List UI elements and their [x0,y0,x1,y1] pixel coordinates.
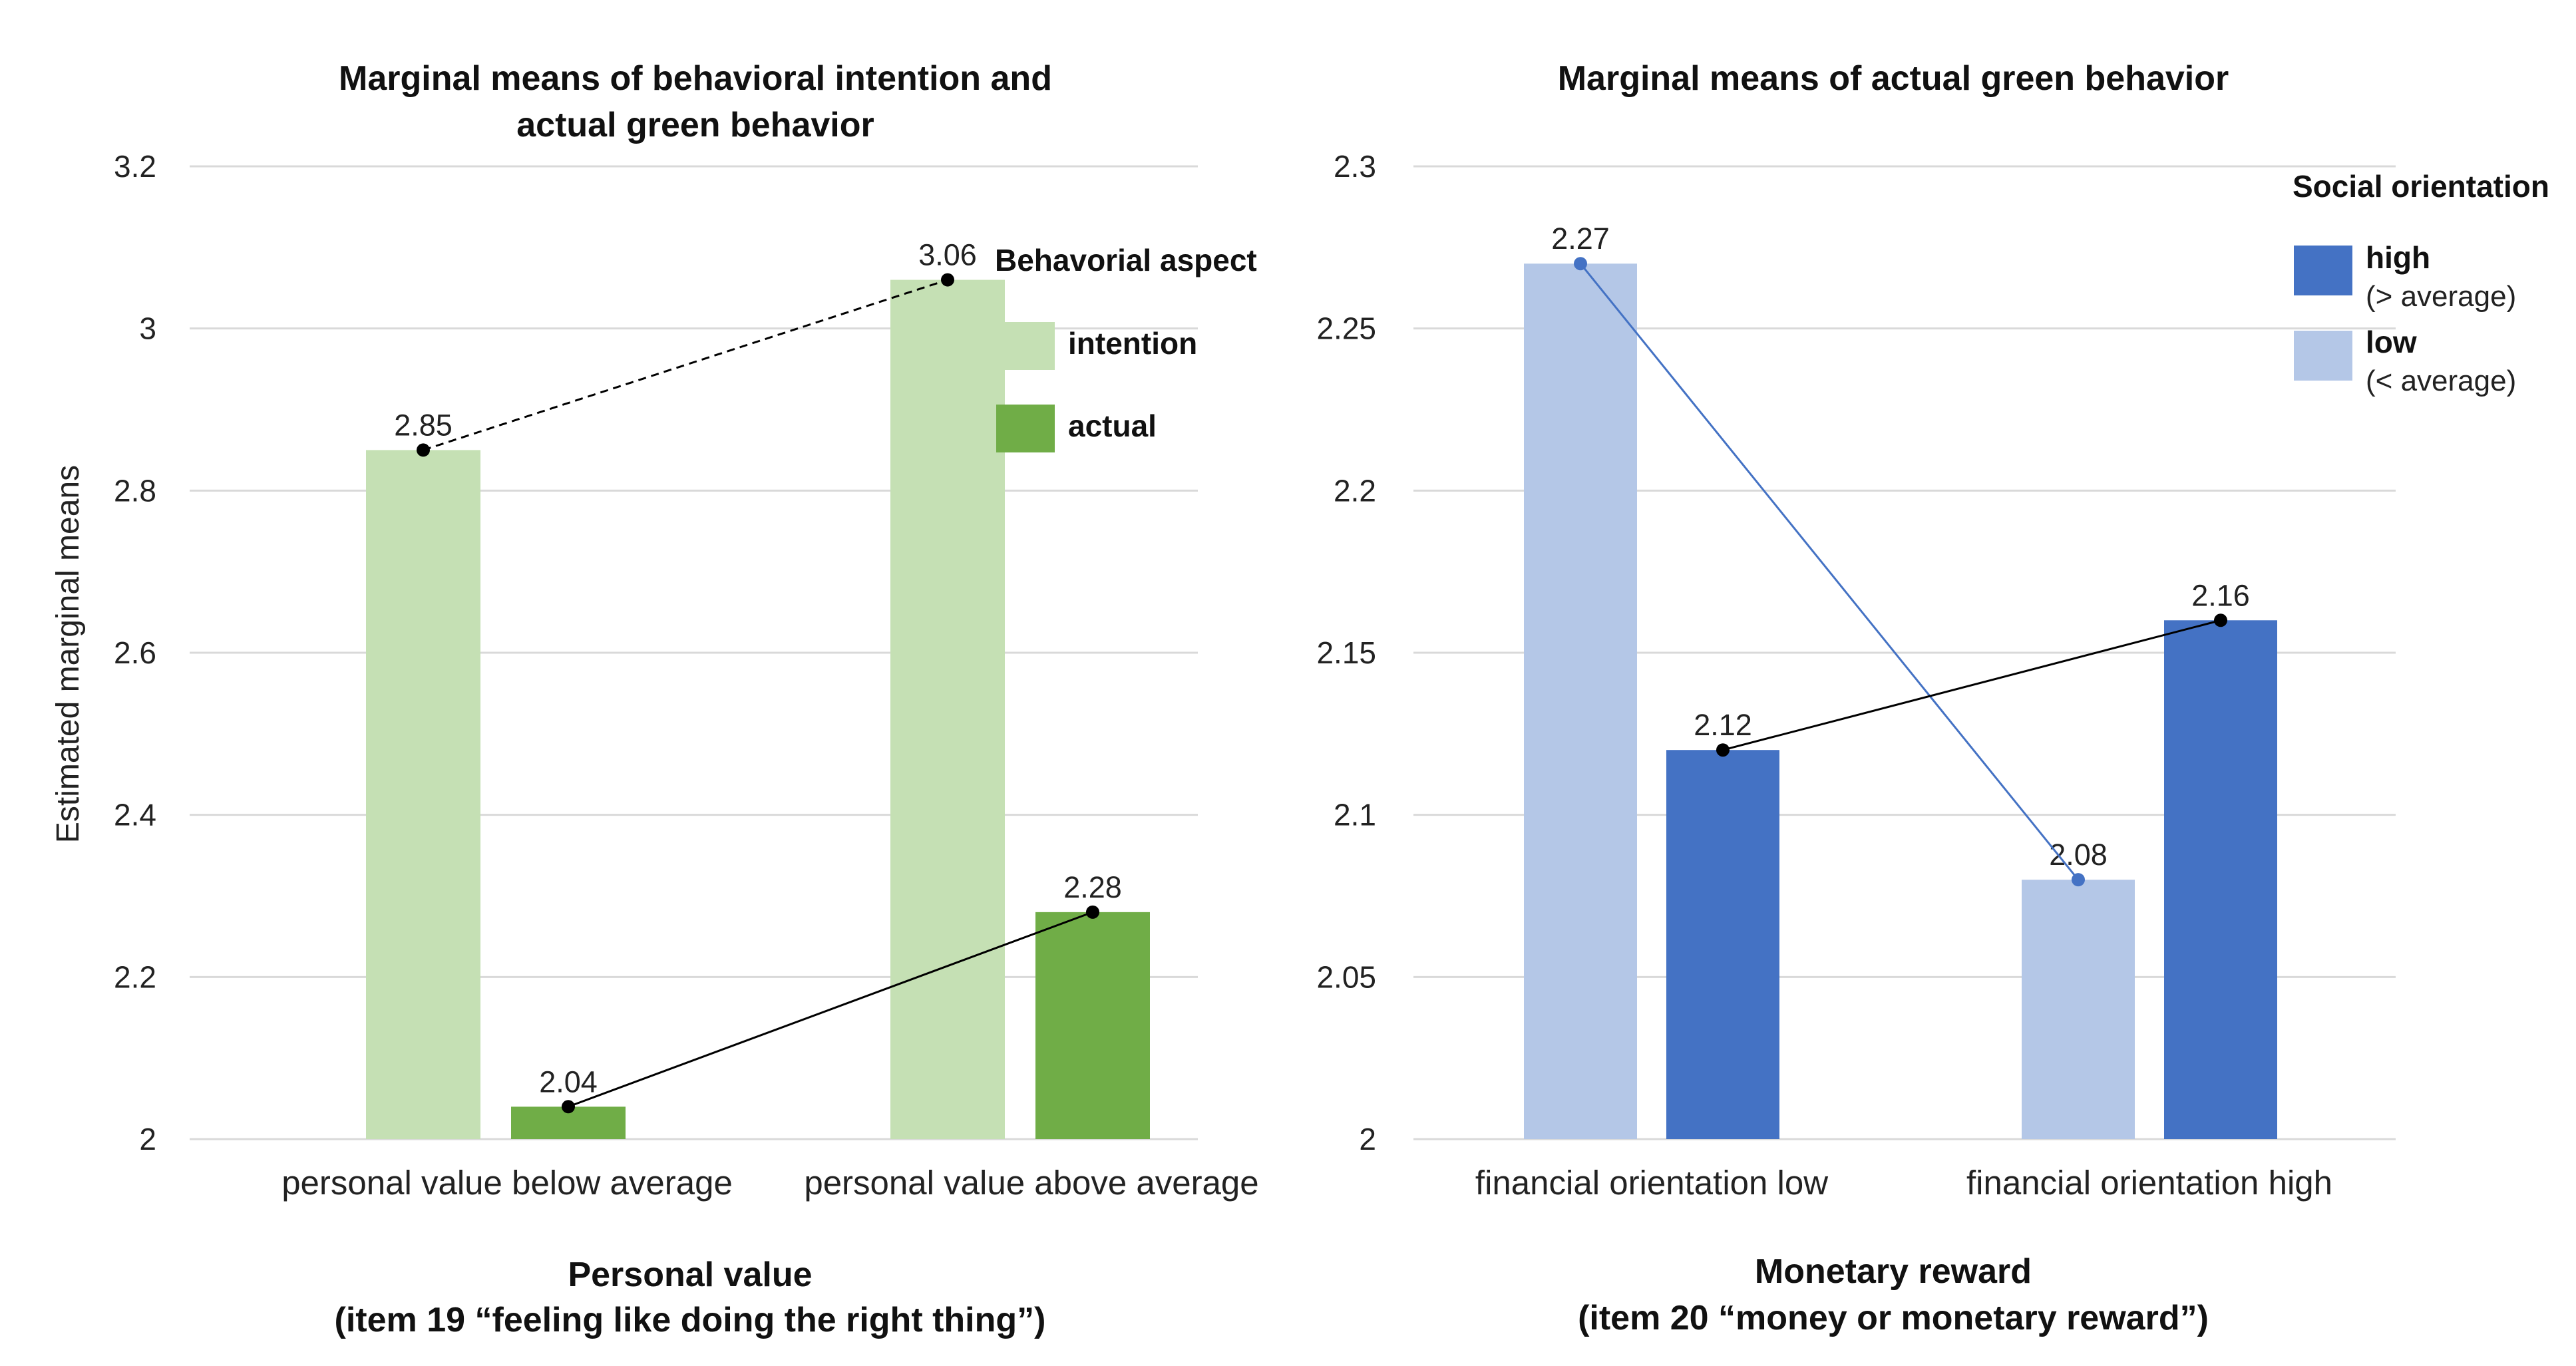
bar-actual-1 [1035,912,1150,1139]
legend-title: Behavorial aspect [995,243,1257,277]
legend-label-actual: actual [1068,409,1157,443]
y-tick-label: 2.8 [114,473,156,508]
bar-low-1 [2022,880,2135,1139]
x-category-label: personal value below average [281,1164,733,1202]
legend-swatch-high [2294,246,2352,295]
data-label: 2.04 [539,1065,598,1099]
chart-title: Marginal means of behavioral intention a… [339,59,1052,98]
marker-actual [1086,905,1099,919]
marker-low [1574,257,1587,271]
y-tick-label: 2 [1359,1122,1376,1156]
y-tick-label: 2.3 [1334,149,1376,184]
connector-line-intention [423,279,948,451]
data-label: 2.28 [1063,870,1122,904]
y-tick-label: 2.4 [114,798,156,832]
legend-label-low: low [2366,325,2417,359]
data-label: 2.27 [1551,222,1610,256]
data-label: 3.06 [918,238,977,272]
chart-title: actual green behavior [516,106,874,144]
x-axis-title: (item 19 “feeling like doing the right t… [335,1301,1046,1339]
x-axis-title: Personal value [568,1256,812,1294]
marker-actual [562,1100,575,1114]
legend-swatch-intention [996,322,1055,370]
chart-actual-green-behavior: 2 2.05 2.1 2.15 2.2 2.25 2.3 Marginal means of … [1316,59,2549,1337]
legend-swatch-actual [996,405,1055,452]
bar-intention-1 [890,279,1005,1140]
legend-swatch-low [2294,331,2352,381]
y-axis-title: Estimated marginal means [51,465,86,843]
x-axis-title: (item 20 “money or monetary reward”) [1578,1299,2209,1337]
marker-high [1716,743,1730,757]
chart-title: Marginal means of actual green behavior [1558,59,2229,98]
marker-high [2214,613,2227,627]
y-tick-label: 2.2 [1334,473,1376,508]
connector-line-actual [568,911,1093,1108]
legend-label-intention: intention [1068,326,1197,361]
chart-behavioral-intention-actual: 2 2.2 2.4 2.6 2.8 3 3.2 Marginal means of behav… [51,59,1259,1339]
marker-intention [941,273,954,287]
y-tick-label: 3 [139,311,156,346]
y-tick-label: 2.1 [1334,798,1376,832]
legend-sublabel-low: (< average) [2366,365,2516,397]
x-category-label: personal value above average [804,1164,1258,1202]
legend-sublabel-high: (> average) [2366,280,2516,313]
connector-line-high [1722,619,2221,751]
bar-high-1 [2164,620,2277,1139]
data-label: 2.16 [2191,578,2250,612]
legend-label-high: high [2366,240,2430,275]
connector-line-low [1579,263,2080,881]
marker-low [2072,873,2085,887]
x-category-label: financial orientation high [1966,1164,2332,1202]
legend-title: Social orientation [2293,169,2549,204]
y-tick-label: 2.25 [1316,311,1376,346]
bar-high-0 [1666,750,1779,1139]
data-label: 2.85 [394,408,453,442]
bar-intention-0 [366,450,480,1139]
y-tick-label: 2.15 [1316,635,1376,670]
data-label: 2.12 [1694,708,1752,742]
bar-low-0 [1524,263,1637,1140]
x-category-label: financial orientation low [1475,1164,1828,1202]
y-tick-label: 2.05 [1316,959,1376,994]
y-tick-label: 2.2 [114,959,156,994]
y-tick-label: 3.2 [114,149,156,184]
marker-intention [417,443,430,457]
y-tick-label: 2.6 [114,635,156,670]
x-axis-title: Monetary reward [1755,1252,2032,1291]
y-tick-label: 2 [139,1122,156,1156]
